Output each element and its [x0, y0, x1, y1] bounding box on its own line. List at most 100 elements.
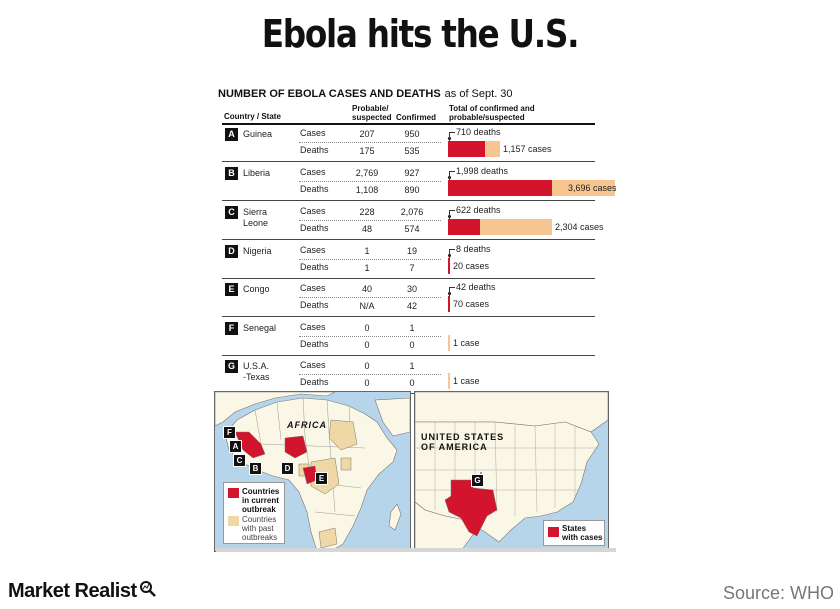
usa-label-line2: OF AMERICA: [421, 442, 488, 452]
row-b-dotted-rule: [299, 181, 441, 182]
row-c-letter: C: [225, 206, 238, 219]
map-marker-c: C: [233, 454, 246, 467]
usa-state-borders: [415, 421, 599, 520]
row-d-deaths-confirmed: 7: [409, 263, 415, 273]
row-f-deaths-label: Deaths: [300, 339, 329, 349]
africa-label: AFRICA: [287, 420, 327, 430]
row-c-cases-label: Cases: [300, 206, 326, 216]
row-b-deaths-confirmed: 890: [404, 185, 420, 195]
usa-label: UNITED STATES OF AMERICA: [421, 432, 504, 452]
row-c-cases-probable: 228: [359, 207, 375, 217]
row-f-cases-bar: [448, 335, 450, 351]
row-e-cases-label: Cases: [300, 283, 326, 293]
legend-past-line1: Countries: [242, 515, 277, 524]
legend-past-text: Countries with past outbreaks: [242, 515, 277, 542]
row-a-cases-probable: 207: [359, 129, 375, 139]
row-a-deaths-text: 710 deaths: [456, 127, 501, 137]
row-g-country: U.S.A. -Texas: [243, 361, 270, 383]
map-marker-b: B: [249, 462, 262, 475]
row-b-deaths-bar: [448, 180, 552, 196]
row-a-deaths-probable: 175: [359, 146, 375, 156]
row-e-country-line1: Congo: [243, 284, 270, 294]
row-c-cases-text: 2,304 cases: [555, 222, 604, 232]
row-c-deaths-probable: 48: [361, 224, 372, 234]
outbreak-nigeria: [284, 435, 308, 459]
row-a-cases-text: 1,157 cases: [503, 144, 552, 154]
row-f-letter: F: [225, 322, 238, 335]
africa-legend: Countries in current outbreak Countries wit…: [223, 482, 285, 544]
row-e-deaths-label: Deaths: [300, 300, 329, 310]
row-e-deaths-probable: N/A: [359, 301, 375, 311]
map-marker-f: F: [223, 426, 236, 439]
row-c-cases-confirmed: 2,076: [400, 207, 424, 217]
row-e-deaths-text: 42 deaths: [456, 282, 496, 292]
row-d-cases-probable: 1: [364, 246, 370, 256]
past-outbreak-sudan: [328, 419, 358, 451]
row-f-deaths-confirmed: 0: [409, 340, 415, 350]
column-header-probable: Probable/suspected: [352, 104, 392, 122]
map-marker-g: G: [471, 474, 484, 487]
row-e-cases-probable: 40: [361, 284, 372, 294]
row-d-cases-label: Cases: [300, 245, 326, 255]
row-a-deaths-label: Deaths: [300, 145, 329, 155]
row-f-deaths-probable: 0: [364, 340, 370, 350]
usa-legend: States with cases: [543, 520, 605, 546]
row-a-group-rule: [222, 161, 595, 162]
row-d-letter: D: [225, 245, 238, 258]
as-of-date: as of Sept. 30: [444, 88, 513, 100]
page-title: Ebola hits the U.S.: [261, 12, 580, 56]
row-f-cases-text: 1 case: [453, 338, 480, 348]
row-d-country: Nigeria: [243, 246, 272, 257]
row-c-deaths-label: Deaths: [300, 223, 329, 233]
row-d-cases-confirmed: 19: [406, 246, 417, 256]
legend-past-line3: outbreaks: [242, 533, 278, 542]
row-a-country: Guinea: [243, 129, 272, 140]
header-rule: [222, 123, 595, 125]
row-g-letter: G: [225, 360, 238, 373]
row-d-group-rule: [222, 278, 595, 279]
row-g-cases-confirmed: 1: [409, 361, 415, 371]
past-outbreak-uganda: [340, 457, 352, 471]
row-b-cases-label: Cases: [300, 167, 326, 177]
row-c-dotted-rule: [299, 220, 441, 221]
row-d-deaths-bar: [448, 258, 450, 274]
row-e-country: Congo: [243, 284, 270, 295]
row-c-group-rule: [222, 239, 595, 240]
usa-map-svg: [415, 392, 608, 551]
map-marker-a: A: [229, 440, 242, 453]
magnifier-icon: [139, 581, 156, 597]
row-a-cases-label: Cases: [300, 128, 326, 138]
row-b-letter: B: [225, 167, 238, 180]
africa-map: AFRICA F A C B D E Countries in current ou…: [214, 391, 411, 552]
legend-swatch-states: [548, 527, 559, 537]
row-c-deaths-text: 622 deaths: [456, 205, 501, 215]
row-d-deaths-probable: 1: [364, 263, 370, 273]
brand-name: Market Realist: [8, 580, 137, 602]
column-header-total: Total of confirmed and probable/suspected: [449, 104, 535, 122]
row-c-country-line1: Sierra: [243, 207, 268, 217]
row-b-cases-text: 3,696 cases: [568, 183, 617, 193]
row-d-deaths-leader: [449, 249, 455, 258]
row-g-cases-probable: 0: [364, 361, 370, 371]
row-e-cases-text: 70 cases: [453, 299, 490, 309]
row-b-country-line1: Liberia: [243, 168, 271, 178]
arabia-landmass: [374, 397, 410, 437]
madagascar: [388, 503, 402, 531]
africa-map-svg: [215, 392, 410, 551]
row-c-deaths-leader: [449, 210, 455, 219]
chart-heading: NUMBER OF EBOLA CASES AND DEATHS as of Se…: [218, 88, 513, 100]
row-e-deaths-leader: [449, 287, 455, 296]
row-g-deaths-probable: 0: [364, 378, 370, 388]
row-f-cases-confirmed: 1: [409, 323, 415, 333]
europe-landmass: [215, 392, 336, 427]
row-g-deaths-label: Deaths: [300, 377, 329, 387]
row-f-cases-label: Cases: [300, 322, 326, 332]
column-header-probable-line2: suspected: [352, 113, 392, 122]
row-g-cases-bar: [448, 373, 450, 389]
outbreak-west-africa: [234, 431, 266, 459]
row-b-cases-probable: 2,769: [355, 168, 379, 178]
past-outbreak-south: [318, 527, 338, 549]
column-header-country: Country / State: [224, 112, 281, 121]
usa-map: UNITED STATES OF AMERICA G States with cas…: [414, 391, 609, 552]
row-a-deaths-leader: [449, 132, 455, 141]
